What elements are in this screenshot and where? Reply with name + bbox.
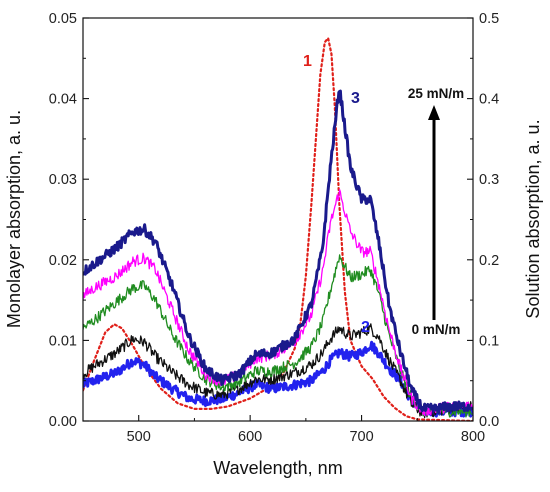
- pressure-bottom-label: 0 mN/m: [412, 322, 461, 337]
- left-y-tick-label: 0.05: [49, 11, 77, 27]
- left-y-tick-label: 0.02: [49, 253, 77, 269]
- right-y-tick-label: 0.2: [479, 253, 499, 269]
- curve-1-label: 1: [303, 53, 312, 70]
- axis-layer: 500 600 700 800 0.00 0.01 0.02 0.03 0.04 0.05 0.0 0…: [49, 11, 499, 445]
- curve-3-label: 3: [351, 90, 360, 107]
- curve-2-label: 2: [361, 319, 370, 336]
- left-y-tick-label: 0.03: [49, 172, 77, 188]
- x-axis-title: Wavelength, nm: [213, 458, 342, 478]
- x-tick-label: 500: [127, 429, 151, 445]
- series-25-mn-m-navy-line: [83, 89, 473, 415]
- x-tick-label: 600: [238, 429, 262, 445]
- pressure-top-label: 25 mN/m: [408, 86, 464, 101]
- right-y-tick-label: 0.0: [479, 414, 499, 430]
- series-magenta-line: [83, 189, 473, 417]
- series-black-line: [83, 323, 473, 419]
- pressure-arrow-head: [428, 105, 440, 120]
- right-y-axis-title: Solution absorption, a. u.: [523, 119, 543, 318]
- left-y-tick-label: 0.04: [49, 92, 77, 108]
- left-y-tick-label: 0.01: [49, 333, 77, 349]
- series-layer: [83, 37, 473, 421]
- right-y-tick-label: 0.1: [479, 333, 499, 349]
- x-tick-label: 700: [349, 429, 373, 445]
- right-y-tick-label: 0.3: [479, 172, 499, 188]
- x-tick-label: 800: [461, 429, 485, 445]
- series-0-mn-m-blue-line: [83, 340, 473, 418]
- right-y-tick-label: 0.5: [479, 11, 499, 27]
- right-y-tick-label: 0.4: [479, 92, 499, 108]
- left-y-tick-label: 0.00: [49, 414, 77, 430]
- left-y-axis-title: Monolayer absorption, a. u.: [4, 110, 24, 328]
